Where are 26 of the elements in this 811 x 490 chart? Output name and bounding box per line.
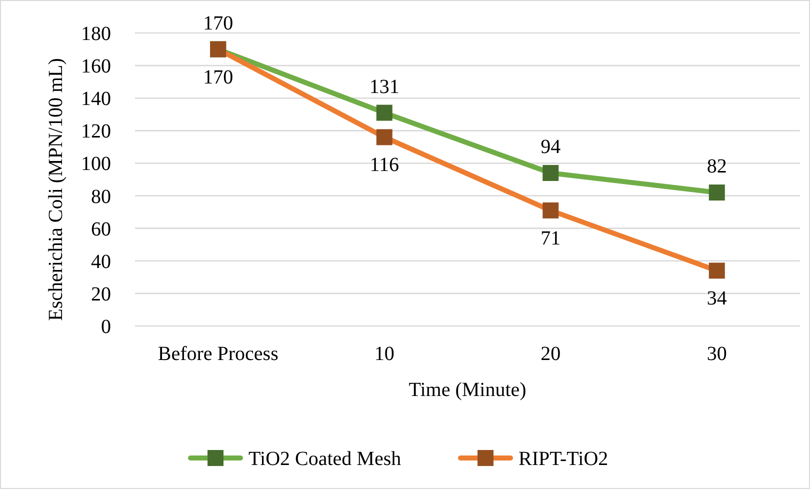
data-label: 71: [540, 227, 561, 250]
y-tick-label: 160: [81, 56, 111, 78]
data-label: 170: [203, 12, 234, 34]
x-tick-label: Before Process: [158, 343, 279, 365]
data-label: 82: [706, 156, 727, 178]
y-tick-label: 180: [81, 23, 111, 45]
x-axis-title: Time (Minute): [408, 379, 526, 401]
x-tick-label: 30: [706, 343, 727, 365]
y-tick-label: 100: [81, 153, 111, 176]
data-label: 34: [706, 288, 727, 310]
y-axis-title: Escherichia Coli (MPN/100 mL): [45, 58, 67, 321]
x-tick-label: 20: [540, 343, 561, 365]
data-label: 116: [370, 154, 400, 176]
x-tick-label: 10: [374, 343, 394, 365]
y-tick-label: 60: [91, 218, 111, 240]
y-tick-label: 120: [81, 120, 111, 143]
data-label: 94: [540, 136, 561, 158]
data-label: 170: [203, 66, 234, 88]
y-tick-label: 20: [91, 283, 111, 306]
y-tick-label: 140: [81, 88, 111, 110]
y-tick-label: 40: [91, 250, 111, 273]
y-tick-label: 0: [101, 316, 111, 338]
legend-label: TiO2 Coated Mesh: [248, 448, 402, 470]
y-tick-label: 80: [91, 186, 111, 208]
data-label: 131: [369, 76, 400, 98]
legend-label: RIPT-TiO2: [518, 448, 608, 470]
